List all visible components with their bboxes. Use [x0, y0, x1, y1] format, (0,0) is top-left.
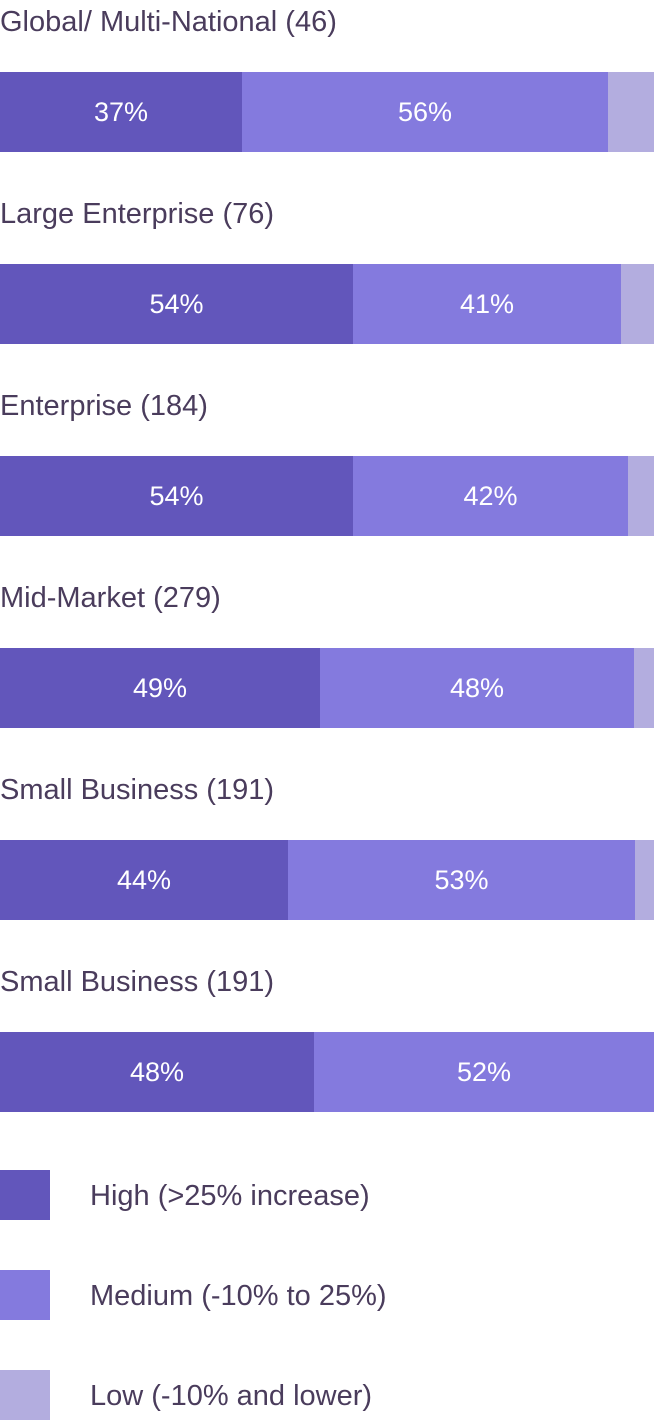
bar-segment-low: [621, 264, 654, 344]
data-label: 42%: [463, 480, 518, 511]
data-label: 54%: [149, 288, 204, 319]
data-label: 48%: [449, 672, 505, 703]
data-label: 48%: [129, 1056, 185, 1087]
bar-segment-high: 44%: [0, 840, 288, 920]
legend-label-high: High (>25% increase): [90, 1180, 370, 1212]
legend-label-medium: Medium (-10% to 25%): [90, 1280, 387, 1312]
bar-segment-low: [635, 840, 654, 920]
stacked-bar: 48% 52%: [0, 1032, 654, 1112]
category-label: Large Enterprise (76): [0, 198, 275, 230]
bar-segment-medium: 41%: [353, 264, 621, 344]
data-label: 49%: [132, 672, 188, 703]
data-label: 52%: [456, 1056, 512, 1087]
bar-segment-medium: 53%: [288, 840, 635, 920]
legend-item-high: High (>25% increase): [0, 1170, 654, 1222]
bar-segment-medium: 48%: [320, 648, 634, 728]
data-label: 54%: [149, 480, 204, 511]
bar-segment-high: 48%: [0, 1032, 314, 1112]
category-label: Enterprise (184): [0, 390, 208, 422]
bar-segment-low: [634, 648, 654, 728]
legend-swatch-medium: [0, 1270, 50, 1320]
legend-swatch-low: [0, 1370, 50, 1420]
stacked-bar: 54% 42%: [0, 456, 654, 536]
bar-segment-low: [608, 72, 654, 152]
legend-swatch-high: [0, 1170, 50, 1220]
data-label: 41%: [459, 288, 515, 319]
bar-segment-high: 54%: [0, 264, 353, 344]
data-label: 37%: [93, 96, 149, 127]
category-label: Small Business (191): [0, 966, 274, 998]
stacked-bar: 49% 48%: [0, 648, 654, 728]
data-label: 53%: [434, 864, 489, 895]
legend-item-medium: Medium (-10% to 25%): [0, 1270, 654, 1322]
category-label: Global/ Multi-National (46): [0, 6, 337, 38]
bar-segment-high: 37%: [0, 72, 242, 152]
legend-label-low: Low (-10% and lower): [90, 1380, 373, 1412]
bar-segment-high: 54%: [0, 456, 353, 536]
stacked-bar: 44% 53%: [0, 840, 654, 920]
data-label: 56%: [397, 96, 453, 127]
bar-segment-medium: 52%: [314, 1032, 654, 1112]
category-label: Mid-Market (279): [0, 582, 221, 614]
bar-segment-high: 49%: [0, 648, 320, 728]
data-label: 44%: [116, 864, 172, 895]
legend-item-low: Low (-10% and lower): [0, 1370, 654, 1422]
bar-segment-medium: 56%: [242, 72, 608, 152]
category-label: Small Business (191): [0, 774, 274, 806]
bar-segment-medium: 42%: [353, 456, 628, 536]
stacked-bar: 37% 56%: [0, 72, 654, 152]
stacked-bar: 54% 41%: [0, 264, 654, 344]
bar-segment-low: [628, 456, 654, 536]
